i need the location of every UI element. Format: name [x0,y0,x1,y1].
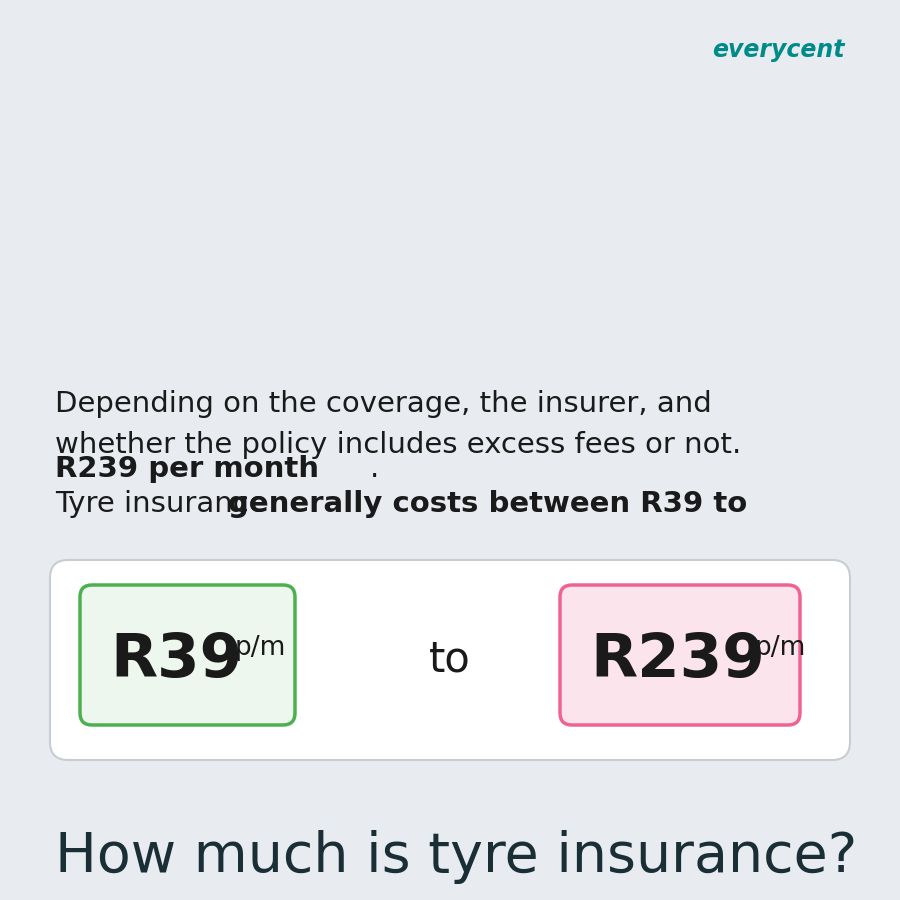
Text: R239: R239 [590,631,765,689]
Text: .: . [370,455,379,483]
FancyBboxPatch shape [50,560,850,760]
FancyBboxPatch shape [560,585,800,725]
Text: R239 per month: R239 per month [55,455,319,483]
Text: generally costs between R39 to: generally costs between R39 to [228,490,747,518]
Text: Depending on the coverage, the insurer, and
whether the policy includes excess f: Depending on the coverage, the insurer, … [55,390,742,459]
FancyBboxPatch shape [80,585,295,725]
Text: p/m: p/m [755,635,806,661]
Text: everycent: everycent [713,38,845,62]
Text: to: to [429,639,471,681]
Text: How much is tyre insurance?: How much is tyre insurance? [55,830,857,884]
Text: R39: R39 [110,631,242,689]
Text: Tyre insurance: Tyre insurance [55,490,276,518]
Text: p/m: p/m [235,635,286,661]
